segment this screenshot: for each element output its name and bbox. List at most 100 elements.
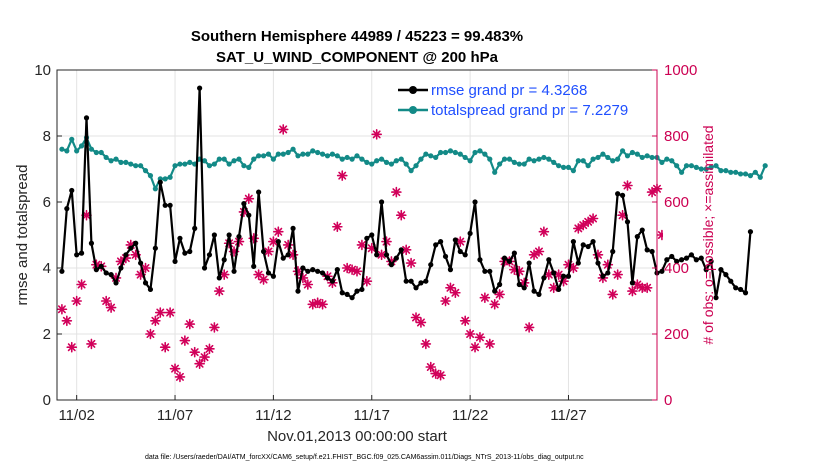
x-tick-label: 11/12 — [255, 407, 291, 424]
totalspread-point — [403, 161, 409, 167]
obs-point-stroke — [742, 202, 748, 208]
rmse-point — [113, 280, 119, 286]
obs-point-stroke — [530, 250, 539, 259]
totalspread-point — [359, 156, 365, 162]
rmse-point — [285, 252, 291, 258]
rmse-point — [423, 278, 429, 284]
obs-point-stroke — [57, 305, 66, 314]
obs-point-stroke — [723, 70, 729, 76]
obs-point-stroke — [264, 247, 273, 256]
y-right-tick-label: 600 — [664, 194, 689, 211]
obs-point-stroke — [718, 153, 724, 159]
rmse-point — [256, 189, 262, 195]
obs-point — [351, 265, 363, 277]
totalspread-point — [226, 161, 232, 167]
obs-point — [145, 328, 156, 340]
rmse-point — [339, 290, 345, 296]
obs-point — [450, 287, 461, 299]
rmse-point — [536, 291, 542, 297]
totalspread-point — [329, 151, 336, 157]
obs-point-stroke — [377, 250, 386, 259]
rmse-point — [447, 267, 454, 273]
obs-point-stroke — [77, 280, 86, 289]
rmse-point — [221, 257, 227, 263]
obs-point-stroke — [353, 267, 361, 276]
obs-point — [420, 338, 432, 350]
obs-point-stroke — [767, 291, 773, 297]
rmse-point — [182, 250, 188, 256]
rmse-point — [231, 268, 237, 274]
obs-point — [484, 338, 496, 350]
totalspread-point — [167, 174, 173, 180]
totalspread-point — [108, 158, 114, 164]
totalspread-point — [172, 163, 178, 169]
rmse-point — [644, 247, 650, 253]
totalspread-point — [452, 149, 458, 156]
rmse-point — [201, 265, 208, 271]
obs-point — [538, 226, 550, 237]
rmse-point — [634, 234, 640, 240]
obs-point — [154, 307, 166, 318]
series-layer — [56, 70, 778, 383]
totalspread-point — [511, 159, 517, 165]
obs-point-stroke — [436, 371, 445, 380]
obs-point-stroke — [772, 252, 778, 258]
rmse-point — [600, 273, 606, 279]
totalspread-point — [492, 169, 498, 175]
totalspread-point — [88, 146, 95, 152]
rmse-point — [344, 291, 350, 297]
obs-point-stroke — [303, 280, 312, 289]
obs-point — [415, 317, 427, 328]
obs-point-stroke — [742, 202, 748, 208]
rmse-point — [678, 257, 685, 263]
rmse-point — [708, 258, 714, 264]
rmse-point — [629, 280, 636, 286]
totalspread-point — [236, 156, 242, 162]
totalspread-point — [246, 164, 252, 170]
obs-point — [405, 257, 417, 269]
totalspread-point — [78, 143, 85, 149]
rmse-point — [433, 242, 439, 248]
rmse-point — [167, 202, 173, 208]
obs-point-stroke — [471, 343, 480, 352]
totalspread-point — [644, 153, 650, 159]
obs-point — [731, 161, 740, 170]
obs-point — [756, 293, 765, 302]
totalspread-point — [634, 151, 640, 157]
obs-point-stroke — [72, 297, 81, 305]
totalspread-point — [457, 151, 463, 157]
y-left-tick-label: 10 — [34, 62, 51, 79]
rmse-point — [383, 252, 390, 258]
obs-point-stroke — [678, 295, 684, 301]
obs-point — [277, 124, 289, 135]
obs-point-stroke — [683, 291, 689, 297]
rmse-point — [378, 199, 385, 205]
rmse-point — [142, 280, 149, 286]
chart-subtitle: SAT_U_WIND_COMPONENT @ 200 hPa — [216, 49, 499, 66]
obs-point-stroke — [623, 181, 632, 190]
rmse-point — [64, 206, 70, 212]
rmse-point — [728, 278, 734, 284]
chart-title: Southern Hemisphere 44989 / 45223 = 99.4… — [191, 28, 523, 45]
totalspread-point — [649, 154, 655, 161]
totalspread-point — [551, 159, 557, 165]
obs-point-stroke — [318, 300, 327, 309]
totalspread-point — [570, 168, 576, 174]
rmse-point — [59, 268, 65, 274]
totalspread-point — [285, 149, 291, 156]
obs-point-stroke — [107, 303, 116, 312]
rmse-point — [138, 260, 144, 266]
obs-point — [425, 361, 437, 373]
obs-point-stroke — [372, 130, 381, 139]
rmse-point — [669, 253, 675, 260]
rmse-point — [216, 275, 222, 281]
rmse-point — [683, 255, 690, 261]
rmse-point — [649, 248, 655, 255]
totalspread-point — [152, 186, 158, 192]
x-tick-label: 11/22 — [452, 407, 488, 424]
obs-point-stroke — [82, 211, 91, 220]
totalspread-point — [142, 168, 149, 174]
rmse-point — [452, 237, 458, 243]
rmse-point — [723, 272, 729, 278]
obs-point-stroke — [737, 189, 743, 195]
